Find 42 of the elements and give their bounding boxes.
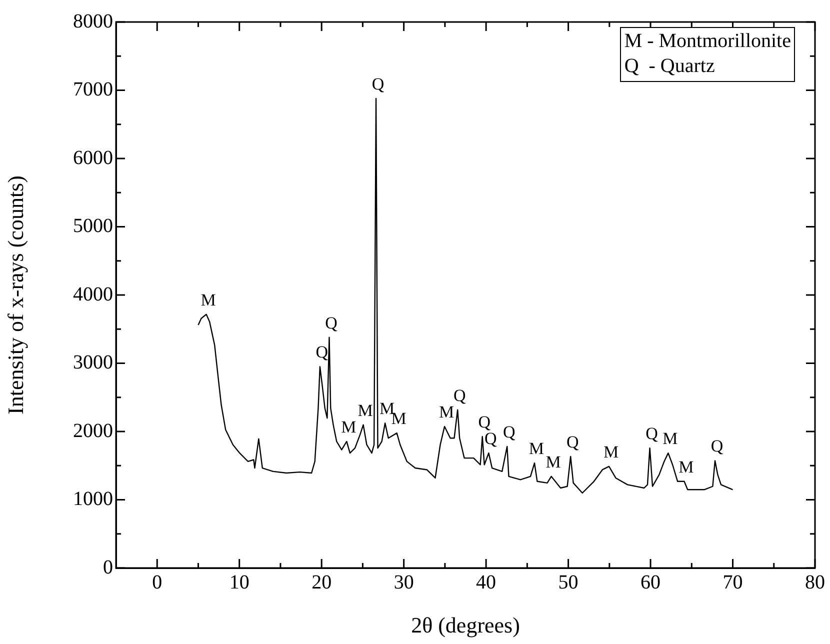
- annotation: Q: [478, 412, 490, 432]
- annotation: M: [546, 452, 561, 472]
- x-tick-label: 60: [640, 571, 661, 594]
- x-tick-label: 30: [394, 571, 414, 594]
- annotation: M: [438, 402, 454, 422]
- y-tick-label: 1000: [73, 488, 113, 510]
- y-tick-label: 5000: [73, 215, 113, 237]
- x-tick-label: 50: [558, 571, 578, 594]
- x-tick-label: 80: [805, 571, 825, 594]
- x-tick-label: 20: [312, 571, 332, 594]
- annotation: M: [341, 417, 356, 436]
- y-tick-label: 3000: [73, 352, 113, 374]
- annotation: Q: [484, 429, 497, 448]
- annotation: M: [603, 442, 619, 462]
- annotation: M: [678, 457, 694, 476]
- annotation: Q: [372, 74, 384, 94]
- x-tick-label: 10: [229, 571, 250, 594]
- x-axis-title: 2θ (degrees): [411, 612, 520, 638]
- annotation: Q: [316, 342, 328, 362]
- x-tick-label: 40: [476, 571, 496, 594]
- y-tick-label: 6000: [73, 146, 113, 169]
- y-tick-label: 4000: [73, 283, 113, 306]
- annotation: M: [358, 400, 373, 420]
- annotation: Q: [710, 436, 724, 456]
- annotation: Q: [325, 313, 338, 332]
- annotation: M: [528, 439, 544, 458]
- x-tick-label: 0: [152, 571, 162, 594]
- y-tick-label: 7000: [73, 78, 113, 100]
- annotation: M - Montmorillonite: [624, 29, 791, 54]
- annotation: Q: [566, 432, 579, 452]
- annotation: M: [200, 290, 216, 310]
- y-tick-label: 2000: [73, 420, 113, 442]
- annotation: Q - Quartz: [624, 54, 716, 79]
- y-tick-label: 8000: [73, 10, 113, 32]
- y-axis-title: Intensity of x-rays (counts): [2, 176, 28, 414]
- y-tick-label: 0: [103, 556, 113, 578]
- key-box: M - Montmorillonite Q - Quartz: [620, 27, 795, 82]
- x-tick-label: 70: [722, 571, 743, 594]
- annotation: Q: [502, 422, 516, 442]
- annotation: M: [662, 429, 678, 448]
- annotation: Q: [646, 424, 658, 444]
- annotation: Q: [453, 386, 466, 405]
